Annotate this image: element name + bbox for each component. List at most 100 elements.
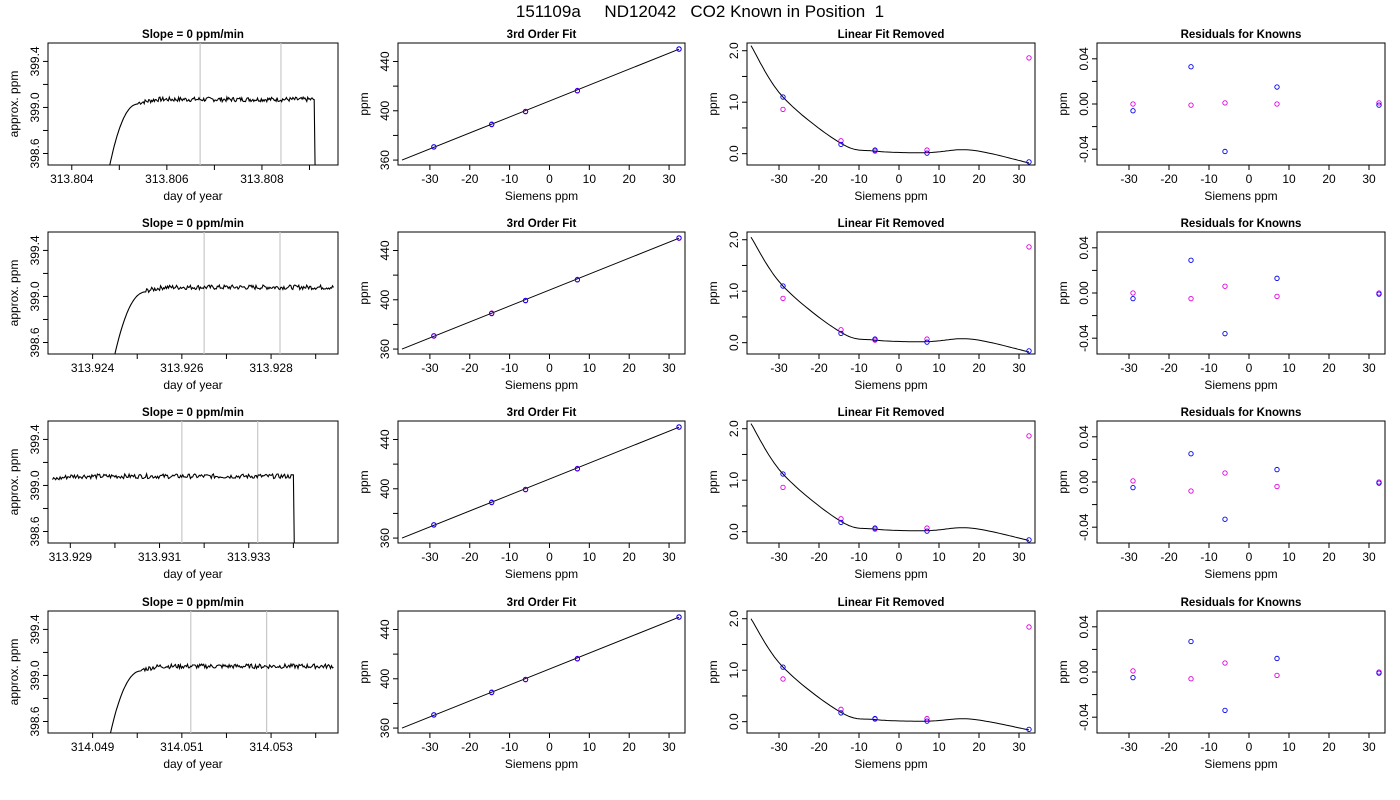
plot-area <box>109 611 334 733</box>
blue-point <box>522 297 529 304</box>
y-tick-label: 2.0 <box>727 420 741 437</box>
fit-line <box>401 426 680 539</box>
plot-frame <box>1096 420 1386 544</box>
x-tick-label: 0 <box>546 740 553 754</box>
fit-curve <box>750 618 1030 731</box>
panel-0-1: 3rd Order Fit -30 -20 -10 0 10 20 30 360 400 440 Si… <box>357 29 686 203</box>
y-tick-label: 398.6 <box>28 516 42 546</box>
x-tick-label: -20 <box>1160 172 1178 186</box>
magenta-point <box>1274 483 1280 490</box>
x-tick-label: 313.931 <box>138 550 182 564</box>
magenta-point <box>838 138 844 144</box>
blue-point <box>1130 674 1136 681</box>
x-tick-label: -10 <box>501 361 519 375</box>
x-tick-label: 0 <box>1246 361 1253 375</box>
x-tick-label: 20 <box>623 550 637 564</box>
x-axis-label: Siemens ppm <box>854 378 927 392</box>
blue-point <box>838 519 844 526</box>
panel-1-0: Slope = 0 ppm/min 313.924 313.926 313.928 39… <box>7 218 339 392</box>
x-tick-label: 0 <box>896 740 903 754</box>
blue-point <box>676 614 682 620</box>
x-tick-label: 313.804 <box>50 172 94 186</box>
magenta-point <box>924 336 930 342</box>
magenta-point <box>780 484 786 491</box>
y-tick-label: 0.00 <box>1077 660 1091 684</box>
x-tick-label: 10 <box>932 550 946 564</box>
concentration-trace <box>109 662 334 733</box>
plot-area <box>1130 451 1382 522</box>
x-tick-label: 0 <box>546 361 553 375</box>
x-tick-label: 10 <box>1282 172 1296 186</box>
plot-frame <box>397 42 686 166</box>
panel-0-2: Linear Fit Removed -30 -20 -10 0 10 20 30 0.0 1.0… <box>706 29 1036 203</box>
x-tick-label: -10 <box>1200 550 1218 564</box>
y-axis-label: ppm <box>357 470 371 493</box>
x-tick-label: -30 <box>770 172 788 186</box>
panel-title: 3rd Order Fit <box>507 218 577 230</box>
y-axis-label: ppm <box>706 281 720 304</box>
x-tick-label: 20 <box>972 172 986 186</box>
x-tick-label: 313.806 <box>145 172 189 186</box>
y-axis-label: approx. ppm <box>7 260 21 327</box>
plot-area <box>750 423 1032 543</box>
blue-point <box>1026 348 1032 354</box>
blue-point <box>431 522 437 528</box>
magenta-point <box>1188 295 1194 302</box>
x-tick-label: 314.049 <box>71 740 115 754</box>
x-tick-label: -30 <box>421 550 439 564</box>
x-tick-label: 10 <box>1282 550 1296 564</box>
panel-title: Linear Fit Removed <box>838 218 945 230</box>
blue-point <box>838 710 844 716</box>
blue-point <box>676 424 682 430</box>
magenta-point <box>838 706 844 712</box>
x-axis-label: Siemens ppm <box>505 189 578 203</box>
x-tick-label: -10 <box>850 172 868 186</box>
blue-point <box>522 108 529 115</box>
y-tick-label: 399.0 <box>28 281 42 311</box>
panel-title: Slope = 0 ppm/min <box>142 407 244 419</box>
panel-1-2: Linear Fit Removed -30 -20 -10 0 10 20 30 0.0 1.0… <box>706 218 1036 392</box>
magenta-point <box>838 516 844 522</box>
blue-point <box>838 330 844 337</box>
y-tick-label: 1.0 <box>727 472 741 489</box>
x-tick-label: 10 <box>932 172 946 186</box>
x-tick-label: 10 <box>583 172 597 186</box>
y-tick-label: 440 <box>378 429 392 449</box>
plot-area <box>109 43 316 165</box>
x-tick-label: 313.924 <box>71 361 115 375</box>
x-tick-label: 10 <box>932 361 946 375</box>
x-tick-label: 20 <box>1322 172 1336 186</box>
fit-line <box>401 237 680 350</box>
y-tick-label: 399.0 <box>28 660 42 690</box>
plot-area <box>1130 64 1382 155</box>
x-tick-label: -20 <box>461 361 479 375</box>
plot-frame <box>746 231 1036 355</box>
plot-frame <box>47 420 339 544</box>
magenta-point <box>1376 100 1382 106</box>
x-axis-label: day of year <box>163 757 222 771</box>
blue-point <box>489 689 495 696</box>
blue-point <box>1130 484 1136 491</box>
blue-point <box>1274 466 1280 473</box>
plot-area <box>1130 638 1382 714</box>
plot-area <box>750 45 1032 165</box>
panel-title: Residuals for Knowns <box>1181 407 1302 419</box>
x-tick-label: -10 <box>501 740 519 754</box>
y-tick-label: 400 <box>378 668 392 688</box>
x-axis-label: day of year <box>163 189 222 203</box>
y-tick-label: -0.04 <box>1077 513 1091 541</box>
y-tick-label: 0.00 <box>1077 470 1091 494</box>
blue-point <box>1222 331 1228 337</box>
x-axis-label: Siemens ppm <box>854 189 927 203</box>
x-axis-label: Siemens ppm <box>854 567 927 581</box>
blue-point <box>1376 102 1382 108</box>
y-tick-label: 360 <box>378 339 392 359</box>
x-axis-label: Siemens ppm <box>1204 378 1277 392</box>
x-tick-label: 20 <box>623 361 637 375</box>
x-tick-label: -30 <box>770 550 788 564</box>
blue-point <box>1222 707 1228 714</box>
x-tick-label: -20 <box>810 550 828 564</box>
x-tick-label: -30 <box>1120 361 1138 375</box>
y-tick-label: 1.0 <box>727 283 741 300</box>
blue-point <box>431 333 437 339</box>
